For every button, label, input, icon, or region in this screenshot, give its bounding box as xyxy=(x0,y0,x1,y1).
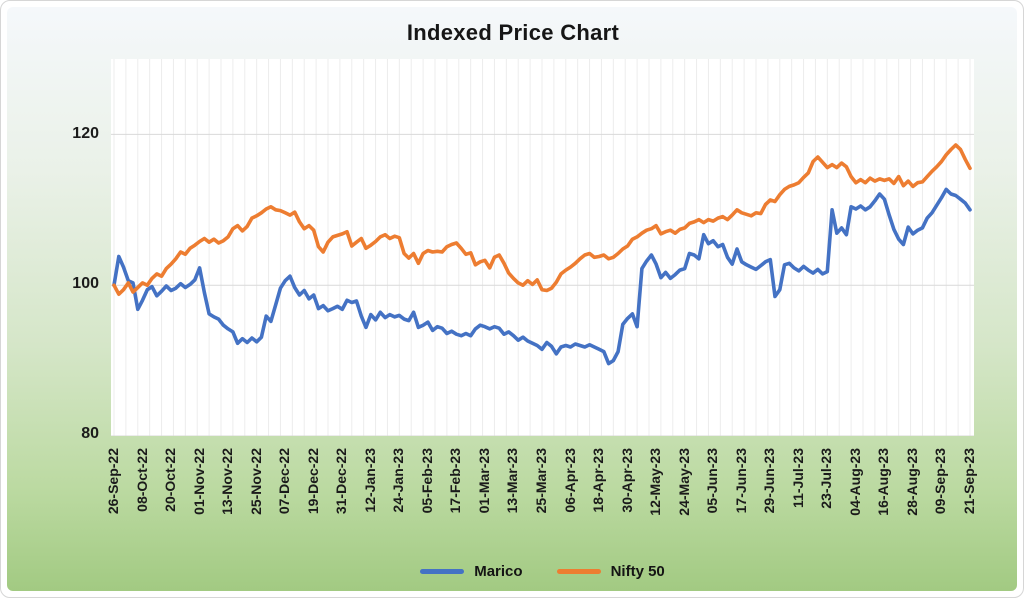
x-axis-label: 20-Oct-22 xyxy=(162,448,178,512)
legend-label-marico: Marico xyxy=(474,562,523,580)
x-axis-label: 21-Sep-23 xyxy=(961,448,977,515)
legend: Marico Nifty 50 xyxy=(111,558,974,584)
x-axis-label: 18-Apr-23 xyxy=(590,448,606,513)
x-axis-label: 12-May-23 xyxy=(647,448,663,516)
y-axis-label-100: 100 xyxy=(72,275,99,292)
x-axis-label: 31-Dec-22 xyxy=(333,448,349,515)
plot-area xyxy=(111,59,974,436)
nifty50-line xyxy=(112,143,972,296)
x-axis-label: 13-Nov-22 xyxy=(219,448,235,515)
x-axis-label: 19-Dec-22 xyxy=(305,448,321,515)
x-axis-label: 13-Mar-23 xyxy=(504,448,520,514)
x-axis-label: 05-Feb-23 xyxy=(419,448,435,514)
y-axis-label-80: 80 xyxy=(81,425,99,442)
marico-line-swatch-icon xyxy=(420,568,465,574)
x-axis-label: 05-Jun-23 xyxy=(704,448,720,514)
nifty-line-swatch-icon xyxy=(556,568,601,574)
x-axis-label: 25-Mar-23 xyxy=(533,448,549,514)
x-axis-label: 11-Jul-23 xyxy=(790,448,806,508)
x-axis-label: 06-Apr-23 xyxy=(562,448,578,513)
legend-item-nifty: Nifty 50 xyxy=(556,562,665,580)
x-axis-label: 26-Sep-22 xyxy=(105,448,121,515)
x-axis-label: 07-Dec-22 xyxy=(276,448,292,515)
x-axis-label: 24-May-23 xyxy=(676,448,692,516)
x-axis-label: 08-Oct-22 xyxy=(134,448,150,512)
legend-item-marico: Marico xyxy=(420,562,523,580)
x-axis-label: 23-Jul-23 xyxy=(818,448,834,509)
x-axis-label: 04-Aug-23 xyxy=(847,448,863,516)
x-axis-label: 12-Jan-23 xyxy=(362,448,378,513)
x-axis-label: 29-Jun-23 xyxy=(761,448,777,514)
x-axis-label: 28-Aug-23 xyxy=(904,448,920,516)
y-axis-label-120: 120 xyxy=(72,125,99,142)
x-axis-label: 24-Jan-23 xyxy=(390,448,406,513)
x-axis-label: 25-Nov-22 xyxy=(248,448,264,515)
plot-svg xyxy=(111,59,974,436)
x-axis-label: 17-Feb-23 xyxy=(447,448,463,514)
x-axis-label: 16-Aug-23 xyxy=(875,448,891,516)
x-axis-label: 30-Apr-23 xyxy=(619,448,635,513)
x-axis-label: 17-Jun-23 xyxy=(733,448,749,514)
x-axis-label: 01-Nov-22 xyxy=(191,448,207,515)
x-axis-label: 09-Sep-23 xyxy=(932,448,948,515)
marico-line xyxy=(112,187,972,366)
x-axis-label: 01-Mar-23 xyxy=(476,448,492,514)
chart-title: Indexed Price Chart xyxy=(406,20,620,45)
legend-label-nifty: Nifty 50 xyxy=(610,562,665,580)
